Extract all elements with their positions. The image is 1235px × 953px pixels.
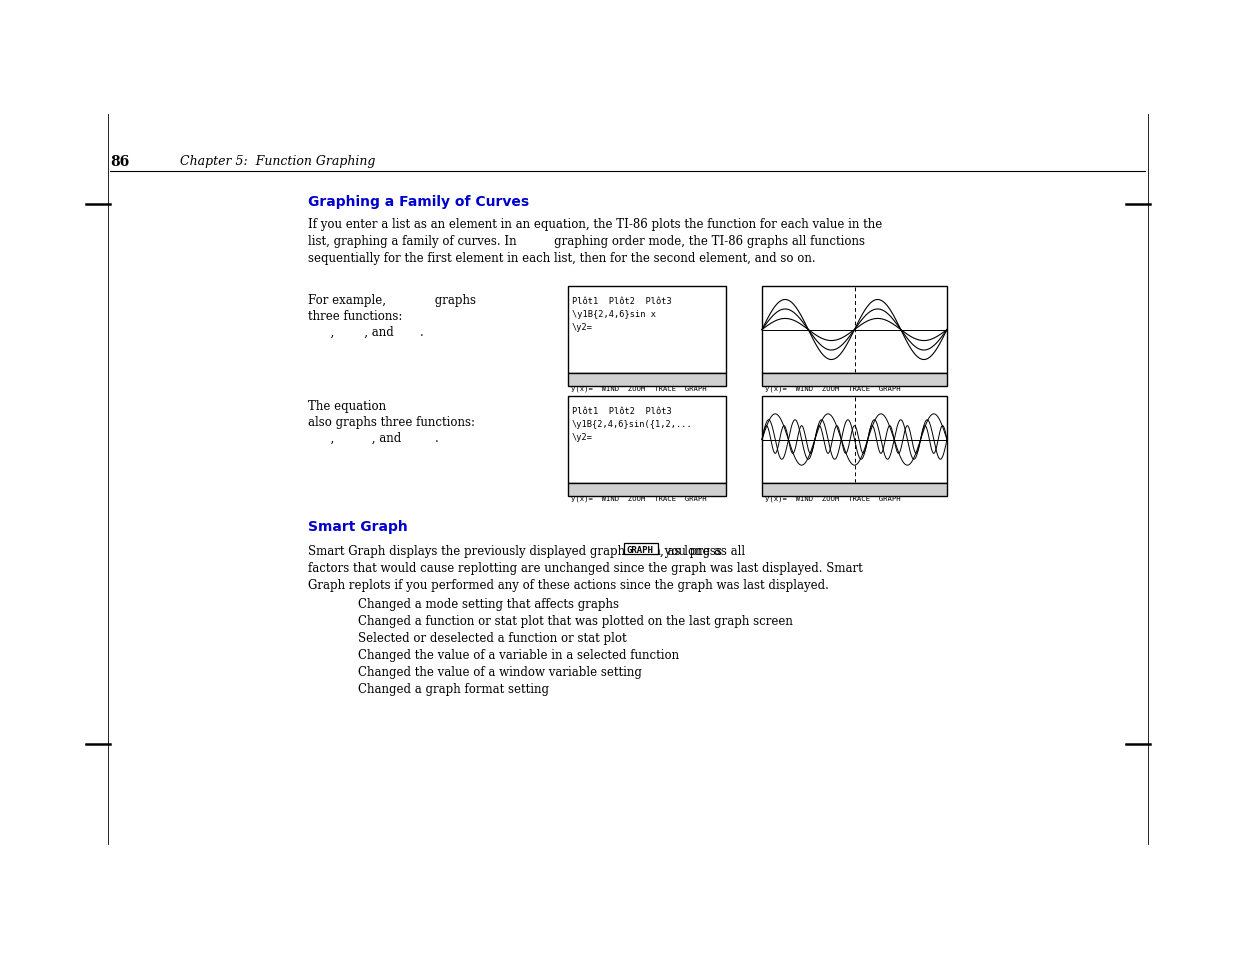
Text: If you enter a list as an element in an equation, the TI-86 plots the function f: If you enter a list as an element in an … [308,218,882,231]
Bar [762,287,947,374]
Text: Changed the value of a window variable setting: Changed the value of a window variable s… [358,665,642,679]
Text: factors that would cause replotting are unchanged since the graph was last displ: factors that would cause replotting are … [308,561,863,575]
Bar [568,396,726,483]
Text: three functions:: three functions: [308,310,403,323]
Text: For example,             graphs: For example, graphs [308,294,475,307]
Text: , as long as all: , as long as all [661,544,746,558]
Text: \y1B{2,4,6}sin x: \y1B{2,4,6}sin x [572,310,656,318]
Text: ,          , and         .: , , and . [308,432,438,444]
Text: The equation: The equation [308,399,387,413]
Text: Changed a function or stat plot that was plotted on the last graph screen: Changed a function or stat plot that was… [358,615,793,627]
Text: \y1B{2,4,6}sin({1,2,...: \y1B{2,4,6}sin({1,2,... [572,419,693,429]
Text: Graphing a Family of Curves: Graphing a Family of Curves [308,194,529,209]
Text: GRAPH: GRAPH [626,545,653,555]
Bar [762,396,947,483]
Text: Changed the value of a variable in a selected function: Changed the value of a variable in a sel… [358,648,679,661]
Text: Selected or deselected a function or stat plot: Selected or deselected a function or sta… [358,631,626,644]
Text: Smart Graph displays the previously displayed graph when you press: Smart Graph displays the previously disp… [308,544,726,558]
Text: y(x)=  WIND  ZOOM  TRACE  GRAPH: y(x)= WIND ZOOM TRACE GRAPH [764,386,900,392]
Text: y(x)=  WIND  ZOOM  TRACE  GRAPH: y(x)= WIND ZOOM TRACE GRAPH [571,496,706,502]
Text: 86: 86 [110,154,130,169]
Text: y(x)=  WIND  ZOOM  TRACE  GRAPH: y(x)= WIND ZOOM TRACE GRAPH [764,496,900,502]
Bar [568,483,726,497]
Bar [568,287,726,374]
Text: \y2=: \y2= [572,323,593,332]
Bar [624,543,658,555]
Text: list, graphing a family of curves. In          graphing order mode, the TI-86 gr: list, graphing a family of curves. In gr… [308,234,864,248]
Bar [762,483,947,497]
Text: Graph replots if you performed any of these actions since the graph was last dis: Graph replots if you performed any of th… [308,578,829,592]
Text: Chapter 5:  Function Graphing: Chapter 5: Function Graphing [180,154,375,168]
Bar [762,374,947,387]
Text: Smart Graph: Smart Graph [308,519,408,534]
Bar [568,374,726,387]
Text: Changed a mode setting that affects graphs: Changed a mode setting that affects grap… [358,598,619,610]
Text: Plôt1  Plôt2  Plôt3: Plôt1 Plôt2 Plôt3 [572,407,672,416]
Text: sequentially for the first element in each list, then for the second element, an: sequentially for the first element in ea… [308,252,815,265]
Text: also graphs three functions:: also graphs three functions: [308,416,475,429]
Text: \y2=: \y2= [572,433,593,441]
Text: ,        , and       .: , , and . [308,326,424,338]
Text: Plôt1  Plôt2  Plôt3: Plôt1 Plôt2 Plôt3 [572,296,672,306]
Text: Changed a graph format setting: Changed a graph format setting [358,682,550,696]
Text: y(x)=  WIND  ZOOM  TRACE  GRAPH: y(x)= WIND ZOOM TRACE GRAPH [571,386,706,392]
